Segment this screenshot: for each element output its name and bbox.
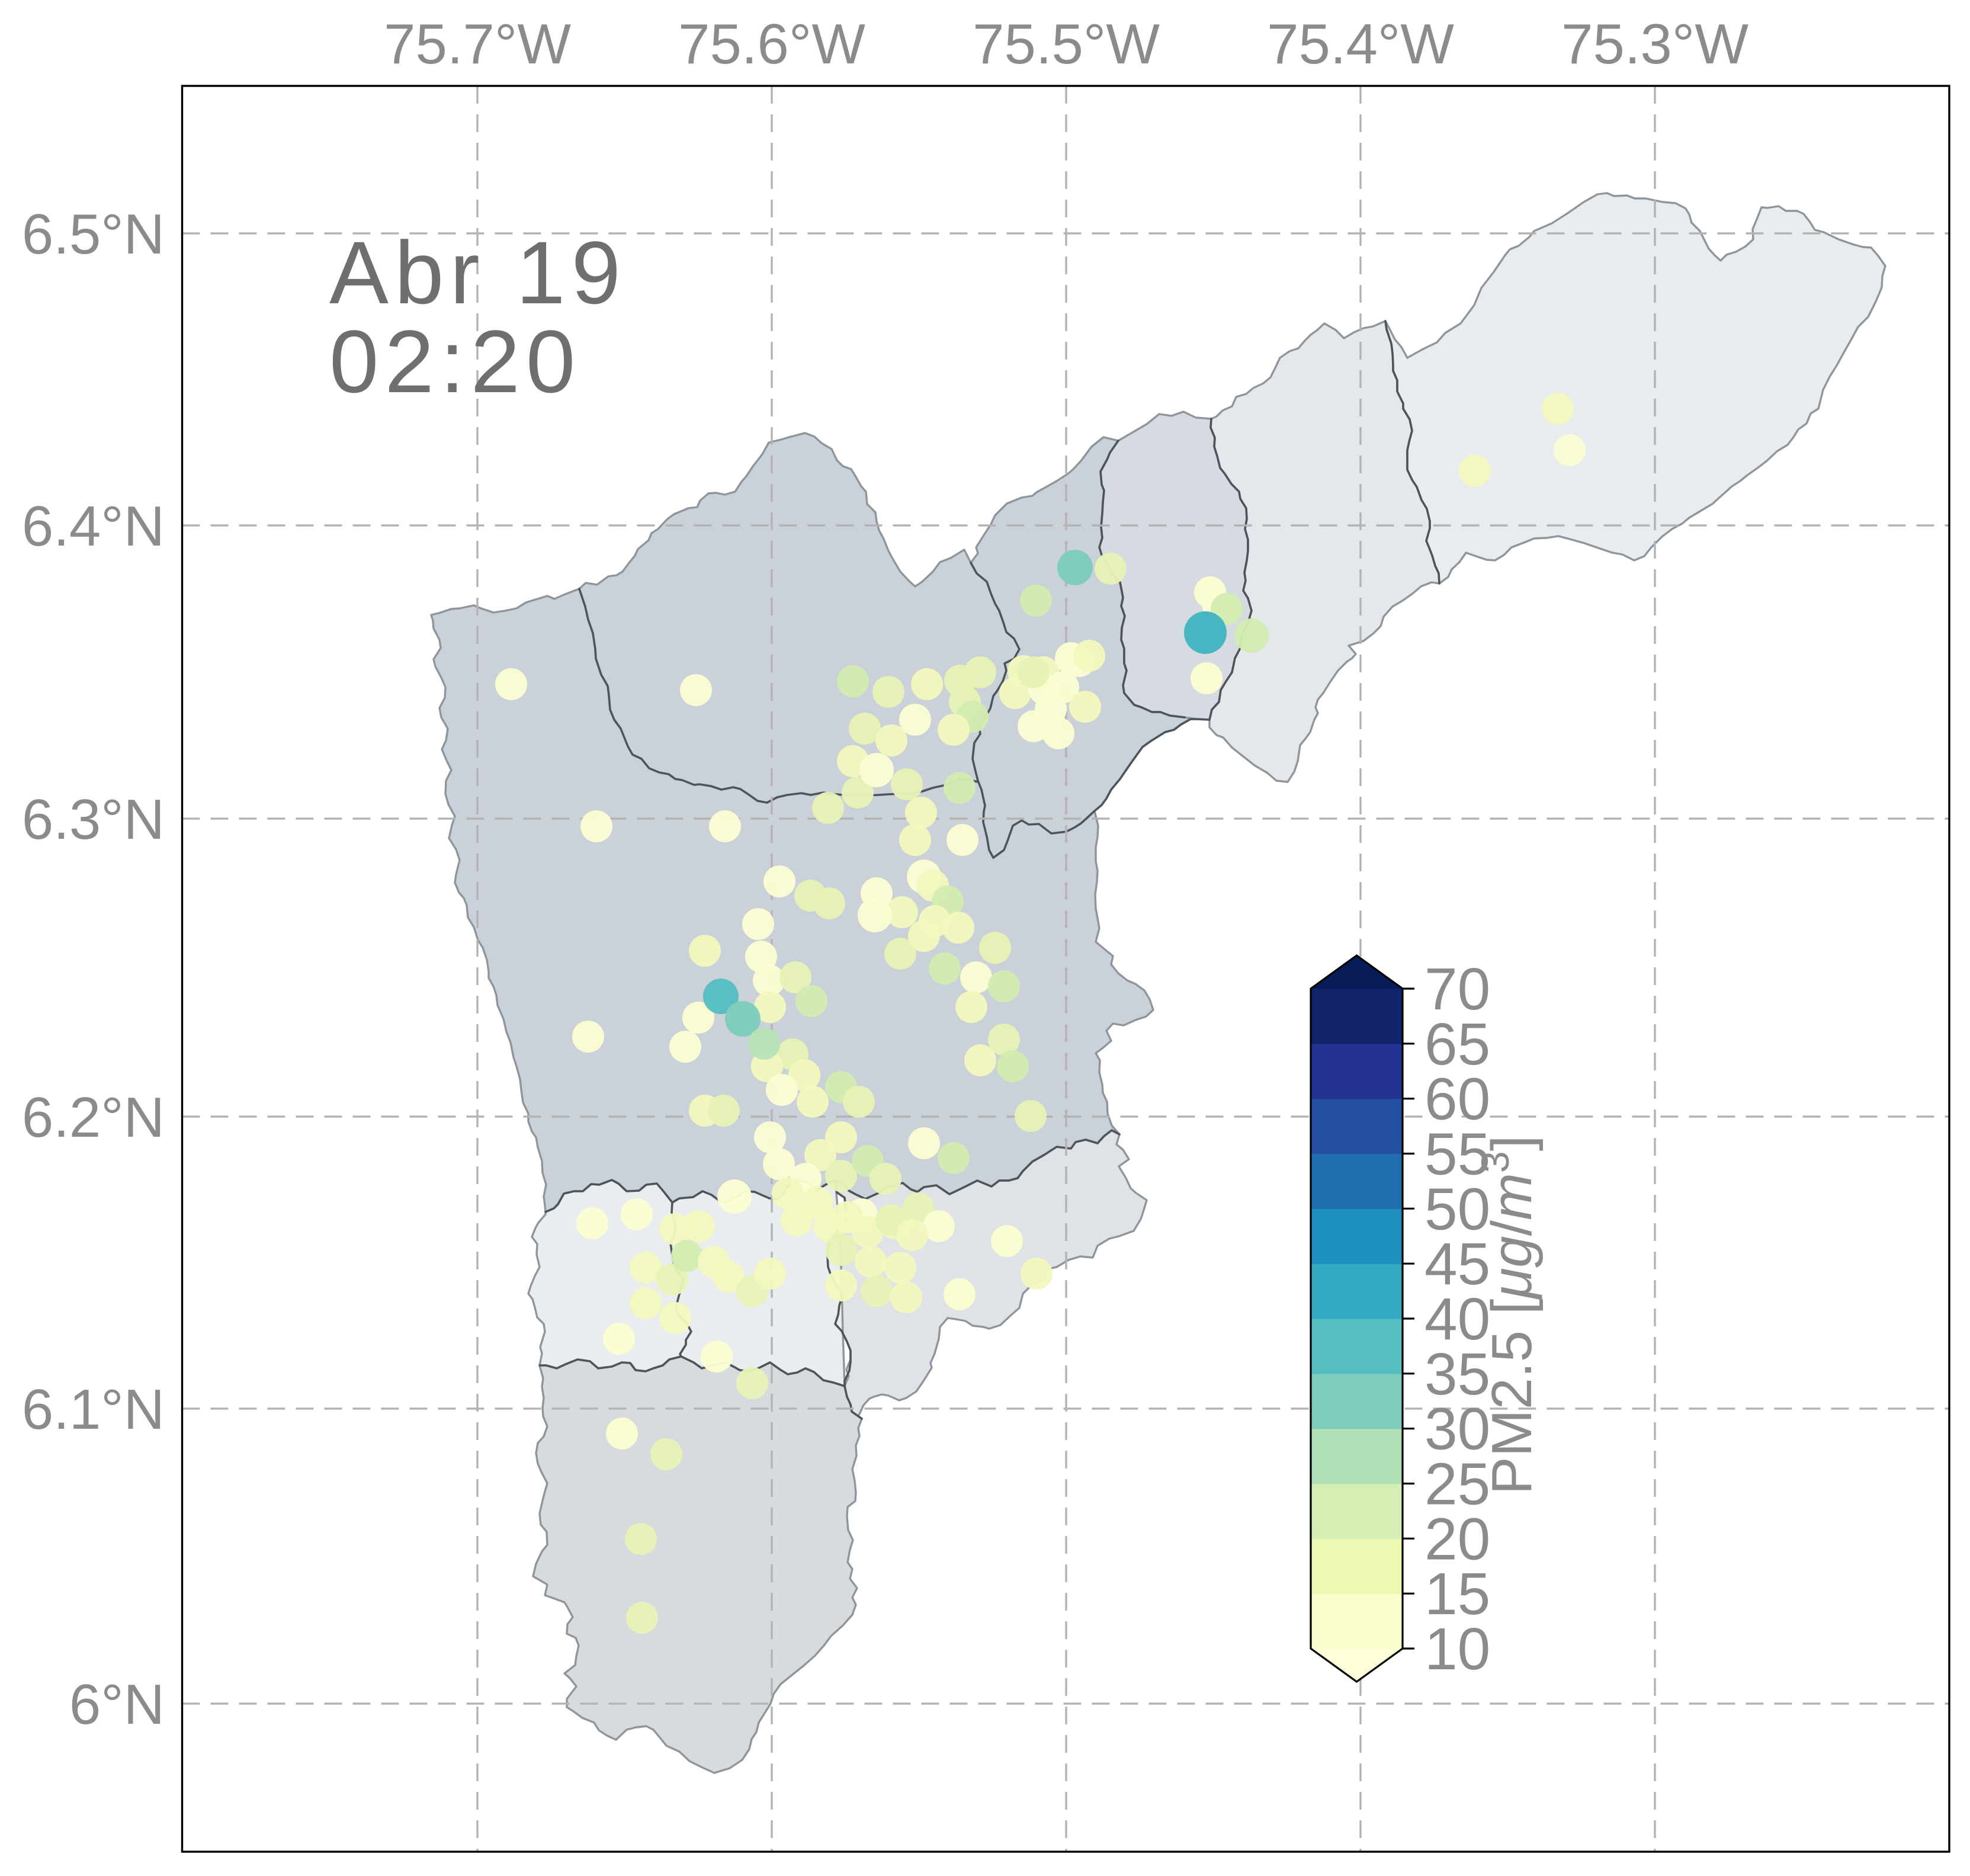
svg-text:45: 45 [1424,1231,1490,1297]
svg-text:75.6°W: 75.6°W [678,12,865,76]
svg-text:30: 30 [1424,1396,1490,1463]
svg-text:25: 25 [1424,1451,1490,1518]
svg-text:40: 40 [1424,1286,1490,1352]
svg-text:Abr 19: Abr 19 [329,223,627,322]
svg-text:6.5°N: 6.5°N [22,203,165,266]
svg-text:55: 55 [1424,1121,1490,1188]
svg-text:35: 35 [1424,1341,1490,1407]
svg-text:02:20: 02:20 [329,312,581,411]
svg-text:65: 65 [1424,1011,1490,1078]
svg-text:20: 20 [1424,1506,1490,1572]
svg-text:75.5°W: 75.5°W [973,12,1160,76]
svg-text:60: 60 [1424,1066,1490,1133]
svg-text:6.3°N: 6.3°N [22,788,165,851]
svg-text:70: 70 [1424,956,1490,1022]
svg-text:6.2°N: 6.2°N [22,1086,165,1149]
svg-text:6.1°N: 6.1°N [22,1378,165,1441]
svg-text:50: 50 [1424,1176,1490,1242]
svg-text:10: 10 [1424,1616,1490,1682]
svg-text:75.4°W: 75.4°W [1267,12,1454,76]
svg-text:PM2.5 [μg/m3]: PM2.5 [μg/m3] [1473,1136,1544,1495]
svg-text:75.3°W: 75.3°W [1561,12,1748,76]
svg-text:15: 15 [1424,1561,1490,1627]
svg-text:6°N: 6°N [69,1673,165,1736]
svg-text:75.7°W: 75.7°W [384,12,571,76]
svg-text:6.4°N: 6.4°N [22,495,165,558]
